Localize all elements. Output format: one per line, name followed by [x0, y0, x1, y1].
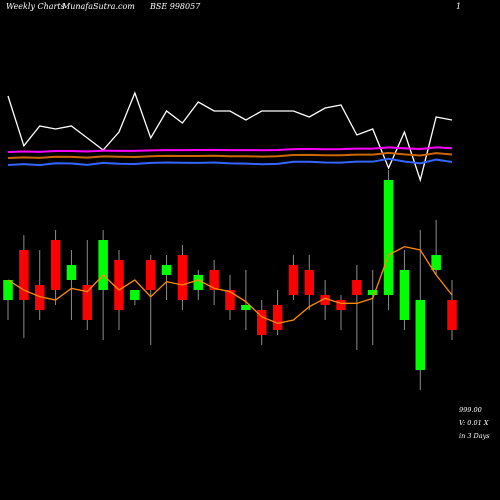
candle-body — [82, 285, 93, 320]
candle-body — [3, 280, 13, 300]
site-name: MunafaSutra.com — [61, 2, 135, 11]
candle-body — [304, 270, 315, 295]
ema-slow-line — [7, 146, 453, 153]
moving-average-line — [7, 245, 453, 325]
symbol-label: BSE 998057 — [149, 2, 201, 11]
candle-body — [431, 255, 441, 270]
header-right-label: 1 — [456, 2, 461, 11]
candle-body — [19, 250, 29, 300]
period-label: in 3 Days — [459, 432, 490, 440]
ema-mid-line — [7, 151, 453, 159]
candle-body — [130, 290, 140, 300]
candle-body — [34, 285, 45, 310]
volume-label: V: 0.01 X — [459, 419, 489, 427]
ema-fast-line — [7, 157, 453, 167]
candle-body — [399, 270, 410, 320]
candle-body — [161, 265, 172, 275]
oscillator-line — [7, 91, 453, 183]
candle-body — [225, 290, 235, 310]
candle-body — [66, 265, 77, 280]
price-scale-label: 999.00 — [459, 406, 482, 414]
candle-body — [272, 305, 283, 330]
chart-title: Weekly Charts — [6, 2, 65, 11]
indicator-layer — [7, 91, 453, 325]
candle-body — [50, 240, 61, 290]
candle-body — [256, 310, 267, 335]
candle-body — [288, 265, 299, 295]
candle-body — [415, 300, 426, 370]
candle-body — [193, 275, 204, 290]
candle-body — [383, 180, 394, 295]
candle-layer — [3, 180, 457, 370]
candle-body — [367, 290, 378, 295]
candle-body — [177, 255, 188, 300]
candle-body — [145, 260, 156, 290]
candle-body — [98, 240, 108, 290]
candle-body — [336, 300, 346, 310]
candle-body — [352, 280, 362, 295]
candle-body — [320, 295, 330, 305]
candle-body — [241, 305, 251, 310]
candle-body — [209, 270, 219, 290]
candle-body — [114, 260, 124, 310]
candle-body — [447, 300, 457, 330]
